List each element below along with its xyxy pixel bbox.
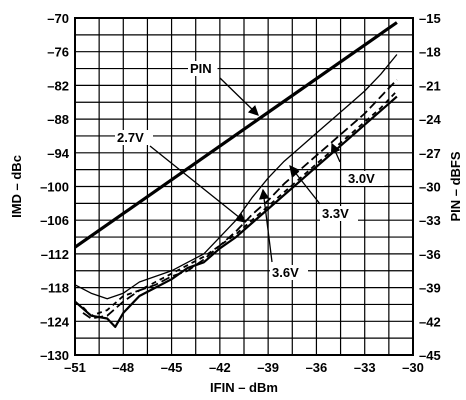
x-tick-label: –51 [64, 360, 86, 375]
series-line-3-3v [82, 90, 398, 317]
y-axis-label-left: IMD – dBc [9, 155, 24, 218]
x-tick-label: –48 [112, 360, 134, 375]
y-tick-label-left: –118 [41, 281, 69, 296]
y-tick-label-right: –42 [419, 314, 441, 329]
y-tick-label-left: –100 [40, 180, 69, 195]
x-tick-label: –33 [354, 360, 376, 375]
y-axis-label-right: PIN – dBFS [448, 151, 463, 221]
annotation-arrow [219, 77, 259, 116]
y-tick-label-left: –106 [40, 213, 69, 228]
grid-lines [74, 17, 414, 356]
y-tick-label-left: –88 [47, 112, 69, 127]
x-axis-label: IFIN – dBm [210, 380, 278, 395]
series-line-3-6v [74, 95, 398, 328]
y-tick-label-right: –39 [419, 281, 441, 296]
y-tick-label-right: –27 [419, 146, 441, 161]
x-tick-label: –42 [209, 360, 231, 375]
annotation-background [270, 265, 308, 280]
x-tick-label: –39 [257, 360, 279, 375]
plot-frame [74, 17, 414, 356]
y-tick-label-right: –24 [419, 112, 441, 127]
x-tick-label: –36 [306, 360, 328, 375]
annotation-label: 2.7V [117, 130, 144, 145]
annotation-label: PIN [190, 61, 212, 76]
annotation-background [320, 206, 358, 221]
annotation-arrow [258, 188, 273, 263]
annotation-arrow [330, 142, 341, 163]
annotation-label: 3.3V [322, 206, 349, 221]
annotation-arrow [289, 164, 321, 205]
annotation-background [346, 171, 384, 186]
annotation-background [115, 130, 153, 145]
y-tick-label-left: –112 [41, 247, 69, 262]
y-tick-label-right: –45 [419, 348, 441, 363]
x-tick-label: –30 [402, 360, 424, 375]
y-tick-label-right: –33 [419, 213, 441, 228]
y-tick-label-left: –124 [40, 314, 70, 329]
series-line-3-0v [82, 79, 398, 320]
y-tick-label-left: –70 [47, 11, 69, 26]
series-line-pin [74, 21, 398, 249]
y-tick-label-left: –94 [47, 146, 69, 161]
y-tick-label-right: –15 [419, 11, 441, 26]
y-tick-label-right: –21 [419, 78, 441, 93]
y-tick-label-right: –36 [419, 247, 441, 262]
annotation-background [188, 61, 218, 76]
series-group [74, 21, 398, 328]
series-annotations: PIN 2.7V 3.0V 3.3V 3.6V [115, 61, 384, 280]
y-tick-label-right: –30 [419, 180, 441, 195]
annotation-label: 3.6V [272, 265, 299, 280]
tick-labels: –51 –48 –45 –42 –39 –36 –33 –30 –70 –76 –82 –88 –94 –… [40, 11, 441, 375]
y-tick-label-left: –82 [47, 78, 69, 93]
y-tick-label-right: –18 [419, 45, 441, 60]
y-tick-label-left: –130 [40, 348, 69, 363]
y-tick-label-left: –76 [47, 45, 69, 60]
x-tick-label: –45 [161, 360, 183, 375]
annotation-label: 3.0V [348, 171, 375, 186]
annotation-arrow [149, 145, 247, 223]
